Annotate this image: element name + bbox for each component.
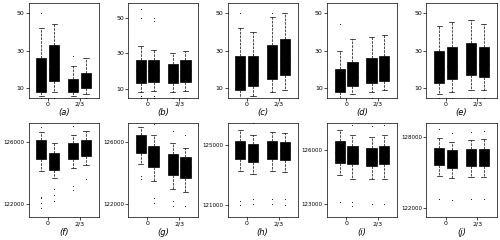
PathPatch shape <box>36 140 46 159</box>
X-axis label: (j): (j) <box>457 228 466 237</box>
X-axis label: (e): (e) <box>456 108 468 117</box>
PathPatch shape <box>280 142 290 160</box>
PathPatch shape <box>348 146 358 164</box>
PathPatch shape <box>466 149 476 166</box>
PathPatch shape <box>267 141 277 159</box>
PathPatch shape <box>447 150 457 168</box>
PathPatch shape <box>334 141 345 163</box>
PathPatch shape <box>148 60 158 82</box>
PathPatch shape <box>235 141 246 159</box>
PathPatch shape <box>478 47 489 77</box>
PathPatch shape <box>248 144 258 162</box>
PathPatch shape <box>36 58 46 92</box>
PathPatch shape <box>248 56 258 86</box>
PathPatch shape <box>81 140 91 156</box>
X-axis label: (d): (d) <box>356 108 368 117</box>
PathPatch shape <box>379 56 390 81</box>
PathPatch shape <box>68 79 78 92</box>
PathPatch shape <box>267 45 277 79</box>
PathPatch shape <box>348 62 358 86</box>
PathPatch shape <box>68 143 78 159</box>
PathPatch shape <box>49 153 59 170</box>
PathPatch shape <box>235 56 246 90</box>
PathPatch shape <box>136 60 146 84</box>
X-axis label: (c): (c) <box>257 108 268 117</box>
PathPatch shape <box>168 154 178 174</box>
PathPatch shape <box>148 146 158 167</box>
PathPatch shape <box>49 45 59 81</box>
X-axis label: (f): (f) <box>59 228 69 237</box>
PathPatch shape <box>180 60 190 82</box>
X-axis label: (a): (a) <box>58 108 70 117</box>
PathPatch shape <box>379 146 390 164</box>
PathPatch shape <box>478 149 489 166</box>
X-axis label: (i): (i) <box>358 228 366 237</box>
PathPatch shape <box>334 69 345 92</box>
PathPatch shape <box>81 73 91 88</box>
PathPatch shape <box>168 64 178 84</box>
PathPatch shape <box>366 148 376 166</box>
PathPatch shape <box>447 47 457 79</box>
PathPatch shape <box>434 148 444 165</box>
PathPatch shape <box>366 58 376 83</box>
PathPatch shape <box>180 157 190 178</box>
X-axis label: (b): (b) <box>157 108 169 117</box>
X-axis label: (h): (h) <box>256 228 268 237</box>
PathPatch shape <box>466 43 476 75</box>
PathPatch shape <box>136 135 146 153</box>
PathPatch shape <box>280 39 290 75</box>
X-axis label: (g): (g) <box>157 228 169 237</box>
PathPatch shape <box>434 51 444 83</box>
